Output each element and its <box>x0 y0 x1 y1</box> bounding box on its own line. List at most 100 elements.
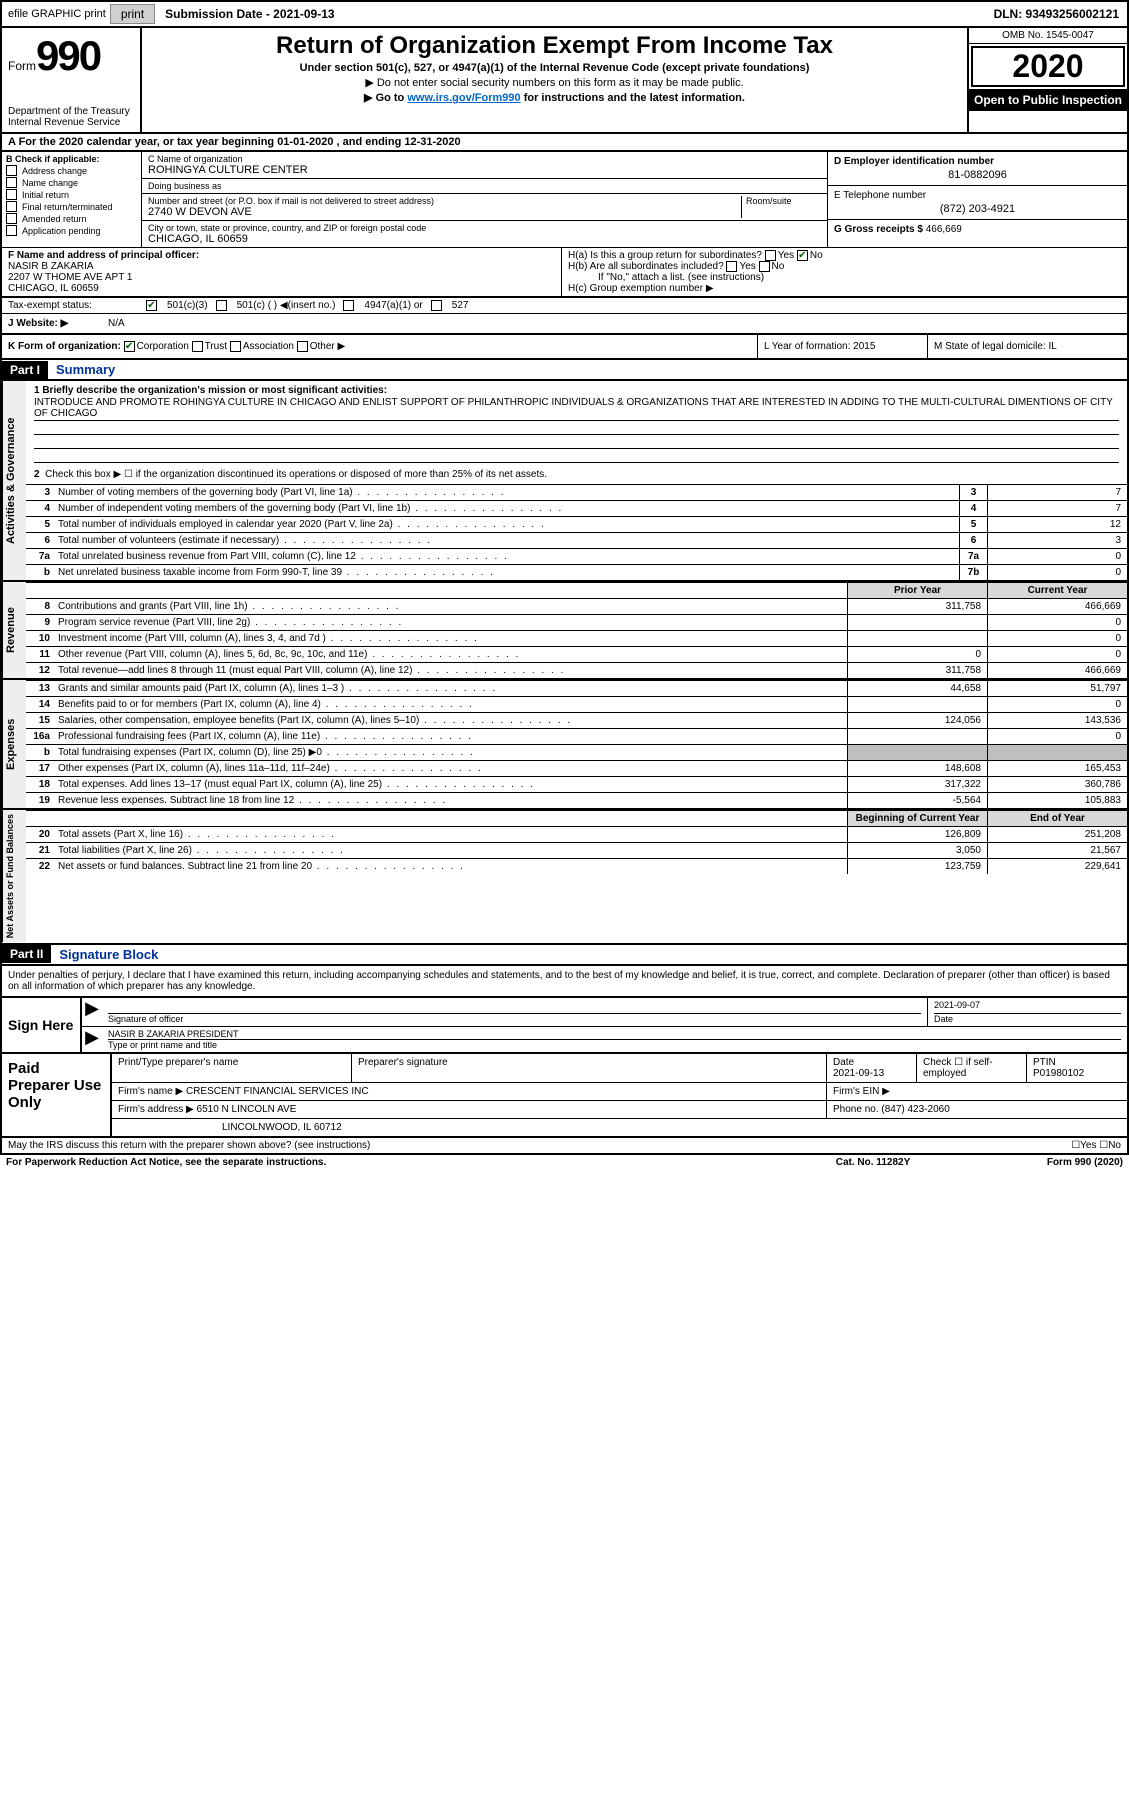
current-value: 0 <box>987 729 1127 744</box>
mission-blank-2 <box>34 435 1119 449</box>
submission-date: Submission Date - 2021-09-13 <box>159 5 340 23</box>
current-value: 466,669 <box>987 663 1127 678</box>
current-value: 360,786 <box>987 777 1127 792</box>
table-row: 22 Net assets or fund balances. Subtract… <box>26 858 1127 874</box>
revenue-section: Revenue Prior Year Current Year 8 Contri… <box>0 582 1129 680</box>
goto-pre: ▶ Go to <box>364 92 407 104</box>
mission-blank-3 <box>34 449 1119 463</box>
signature-line[interactable] <box>108 1000 921 1014</box>
firm-name-label: Firm's name ▶ <box>118 1086 183 1097</box>
current-value: 51,797 <box>987 681 1127 696</box>
trust-checkbox[interactable] <box>192 341 203 352</box>
row-num: 13 <box>26 681 54 696</box>
hb-label: H(b) Are all subordinates included? <box>568 261 724 272</box>
tax-year: 2020 <box>971 46 1125 87</box>
irs-link[interactable]: www.irs.gov/Form990 <box>407 92 520 104</box>
part2-badge: Part II <box>2 945 51 963</box>
firm-addr-label: Firm's address ▶ <box>118 1104 194 1115</box>
current-value: 251,208 <box>987 827 1127 842</box>
row-label: Number of independent voting members of … <box>54 501 959 516</box>
prior-value: 126,809 <box>847 827 987 842</box>
website-label: J Website: ▶ <box>8 318 108 329</box>
preparer-label: Paid Preparer Use Only <box>2 1054 112 1136</box>
chk-label: Name change <box>22 178 78 188</box>
checkbox-initial-return[interactable] <box>6 189 17 200</box>
table-row: 12 Total revenue—add lines 8 through 11 … <box>26 662 1127 678</box>
prior-value <box>847 745 987 760</box>
row-label: Salaries, other compensation, employee b… <box>54 713 847 728</box>
prior-value: 3,050 <box>847 843 987 858</box>
name-title-label: Type or print name and title <box>108 1040 217 1050</box>
row-value: 7 <box>987 485 1127 500</box>
table-row: 15 Salaries, other compensation, employe… <box>26 712 1127 728</box>
row-label: Net unrelated business taxable income fr… <box>54 565 959 580</box>
527-checkbox[interactable] <box>431 300 442 311</box>
table-row: 16a Professional fundraising fees (Part … <box>26 728 1127 744</box>
row-label: Total liabilities (Part X, line 26) <box>54 843 847 858</box>
year-formation: L Year of formation: 2015 <box>757 335 927 358</box>
assoc-checkbox[interactable] <box>230 341 241 352</box>
state-domicile: M State of legal domicile: IL <box>927 335 1127 358</box>
row-num: 14 <box>26 697 54 712</box>
chk-label: Final return/terminated <box>22 202 113 212</box>
4947-checkbox[interactable] <box>343 300 354 311</box>
table-row: 18 Total expenses. Add lines 13–17 (must… <box>26 776 1127 792</box>
part2-header: Part II Signature Block <box>0 945 1129 966</box>
trust-label: Trust <box>205 341 227 352</box>
phone-label: E Telephone number <box>834 190 1121 201</box>
tax-status-row: Tax-exempt status: 501(c)(3) 501(c) ( ) … <box>0 298 1129 314</box>
hb-yes-checkbox[interactable] <box>726 261 737 272</box>
gross-value: 466,669 <box>926 224 962 235</box>
row-fh: F Name and address of principal officer:… <box>0 247 1129 298</box>
table-row: 20 Total assets (Part X, line 16) 126,80… <box>26 826 1127 842</box>
ha-no-checkbox[interactable] <box>797 250 808 261</box>
row-box: 5 <box>959 517 987 532</box>
row-num: b <box>26 565 54 580</box>
firm-phone: Phone no. (847) 423-2060 <box>827 1101 1127 1118</box>
hb-no-checkbox[interactable] <box>759 261 770 272</box>
checkbox-name-change[interactable] <box>6 177 17 188</box>
dba-label: Doing business as <box>148 181 821 191</box>
prep-sig-label: Preparer's signature <box>352 1054 827 1082</box>
ein-value: 81-0882096 <box>834 169 1121 181</box>
current-value: 229,641 <box>987 859 1127 874</box>
ha-yes-checkbox[interactable] <box>765 250 776 261</box>
col-right: D Employer identification number 81-0882… <box>827 152 1127 247</box>
501c-label: 501(c) ( ) ◀(insert no.) <box>237 300 336 311</box>
checkbox-final-return[interactable] <box>6 201 17 212</box>
form-word: Form <box>8 59 36 73</box>
row-num: 20 <box>26 827 54 842</box>
row-num: 10 <box>26 631 54 646</box>
expenses-section: Expenses 13 Grants and similar amounts p… <box>0 680 1129 810</box>
checkbox-amended[interactable] <box>6 213 17 224</box>
ptin-label: PTIN <box>1033 1057 1056 1068</box>
table-row: 19 Revenue less expenses. Subtract line … <box>26 792 1127 808</box>
cat-number: Cat. No. 11282Y <box>773 1157 973 1168</box>
row-label: Number of voting members of the governin… <box>54 485 959 500</box>
checkbox-app-pending[interactable] <box>6 225 17 236</box>
501c-checkbox[interactable] <box>216 300 227 311</box>
netassets-section: Net Assets or Fund Balances Beginning of… <box>0 810 1129 944</box>
print-button[interactable]: print <box>110 4 155 24</box>
table-row: 5 Total number of individuals employed i… <box>26 516 1127 532</box>
501c3-label: 501(c)(3) <box>167 300 208 311</box>
table-row: 7a Total unrelated business revenue from… <box>26 548 1127 564</box>
501c3-checkbox[interactable] <box>146 300 157 311</box>
preparer-block: Paid Preparer Use Only Print/Type prepar… <box>0 1054 1129 1138</box>
other-checkbox[interactable] <box>297 341 308 352</box>
form-subtitle-3: ▶ Go to www.irs.gov/Form990 for instruct… <box>148 91 961 104</box>
checkbox-address-change[interactable] <box>6 165 17 176</box>
row-label: Total revenue—add lines 8 through 11 (mu… <box>54 663 847 678</box>
table-row: 11 Other revenue (Part VIII, column (A),… <box>26 646 1127 662</box>
sign-here-label: Sign Here <box>2 998 82 1052</box>
corp-checkbox[interactable] <box>124 341 135 352</box>
row-label: Benefits paid to or for members (Part IX… <box>54 697 847 712</box>
table-row: 14 Benefits paid to or for members (Part… <box>26 696 1127 712</box>
prior-value: 311,758 <box>847 599 987 614</box>
firm-city: LINCOLNWOOD, IL 60712 <box>112 1119 1127 1136</box>
city-value: CHICAGO, IL 60659 <box>148 233 821 245</box>
table-row: 3 Number of voting members of the govern… <box>26 484 1127 500</box>
mission-text: INTRODUCE AND PROMOTE ROHINGYA CULTURE I… <box>34 396 1119 421</box>
row-num: b <box>26 745 54 760</box>
prior-value <box>847 729 987 744</box>
